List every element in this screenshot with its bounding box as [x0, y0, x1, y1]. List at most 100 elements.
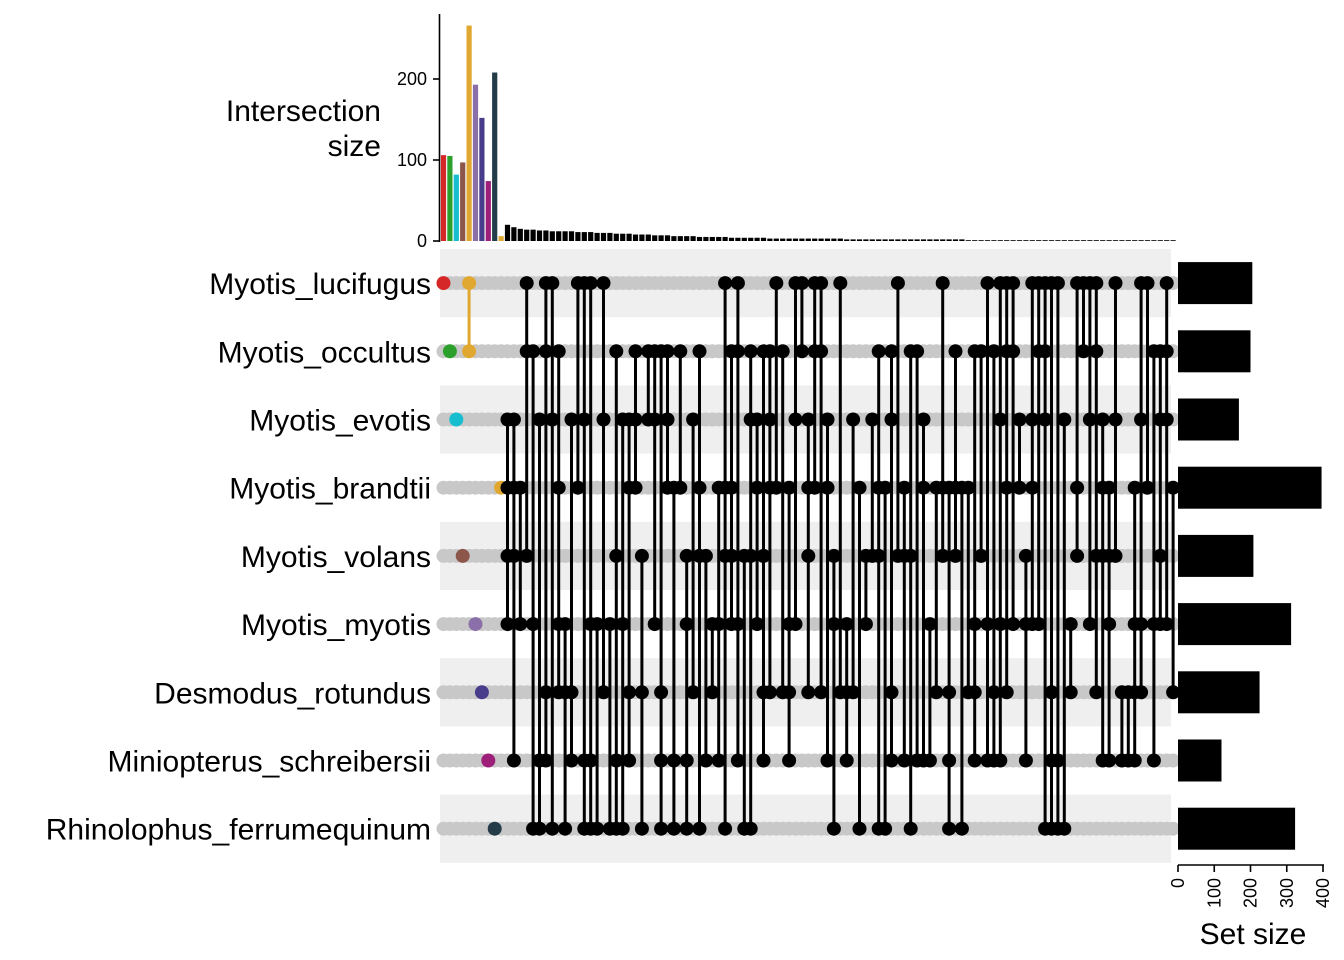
matrix-dot-active [570, 480, 585, 495]
set-size-bar [1178, 671, 1260, 714]
matrix-dot-active [718, 821, 733, 836]
intersection-bar [972, 240, 978, 241]
intersection-bar [1023, 240, 1029, 241]
matrix-dot-active [814, 276, 829, 291]
matrix-dot-active [730, 753, 745, 768]
matrix-dot-active [506, 548, 521, 563]
matrix-dot-active [999, 685, 1014, 700]
intersection-bar [888, 239, 895, 241]
intersection-bar [536, 230, 543, 241]
intersection-bar [492, 72, 498, 242]
matrix-dot-active [794, 276, 809, 291]
matrix-dot-active [762, 344, 777, 359]
matrix-dot-active [974, 344, 989, 359]
matrix-dot-active [954, 821, 969, 836]
matrix-dot-active [519, 276, 534, 291]
intersection-bar [511, 227, 517, 241]
intersection-bar [786, 238, 792, 241]
intersection-bar [965, 240, 971, 241]
matrix-dot-active [801, 685, 816, 700]
matrix-dot-active [1089, 344, 1104, 359]
matrix-dot-active [1166, 480, 1181, 495]
matrix-dot-active [730, 344, 745, 359]
matrix-dot-active [878, 821, 893, 836]
matrix-dot-active [718, 276, 733, 291]
matrix-dot-active [993, 617, 1008, 632]
matrix-dot-active [743, 344, 758, 359]
matrix-dot-active [628, 412, 643, 427]
set-size-x-tick-label: 200 [1241, 878, 1261, 908]
intersection-y-tick-label: 0 [417, 231, 427, 251]
matrix-dot-active [826, 617, 841, 632]
matrix-dot-active [506, 412, 521, 427]
matrix-dot-active [980, 617, 995, 632]
matrix-dot-active [801, 548, 816, 563]
matrix-dot-active [500, 617, 515, 632]
matrix-dot-active [1050, 753, 1065, 768]
matrix-dot-active [532, 821, 547, 836]
intersection-bar [549, 231, 555, 241]
intersection-bar [1087, 240, 1093, 241]
matrix-dot-active [622, 753, 637, 768]
intersection-bar [639, 234, 645, 241]
intersection-bar [1138, 240, 1144, 241]
matrix-dot-active [455, 548, 470, 563]
matrix-dot-active [564, 412, 579, 427]
intersection-bar [767, 238, 773, 241]
matrix-dot-active [673, 344, 688, 359]
set-size-bar [1178, 603, 1292, 646]
intersection-bar [1029, 240, 1035, 241]
matrix-dot-active [666, 821, 681, 836]
matrix-dot-active [660, 412, 675, 427]
intersection-bar [658, 235, 664, 241]
intersection-bar [1016, 240, 1023, 241]
matrix-dot-active [538, 344, 553, 359]
set-size-x-tick-label: 300 [1277, 878, 1297, 908]
matrix-dot-active [609, 548, 624, 563]
matrix-dot-active [692, 821, 707, 836]
matrix-dot-active [910, 344, 925, 359]
matrix-dot-active [1006, 617, 1021, 632]
intersection-bar [664, 235, 671, 241]
matrix-dot-active [686, 685, 701, 700]
intersection-bar [1093, 240, 1099, 241]
intersection-axis-title: size [328, 130, 381, 163]
matrix-dot-active [679, 617, 694, 632]
intersection-bar [805, 238, 811, 241]
matrix-dot-active [878, 480, 893, 495]
matrix-dot-active [782, 685, 797, 700]
matrix-dot-active [526, 617, 541, 632]
matrix-dot-active [986, 344, 1001, 359]
matrix-dot-active [865, 412, 880, 427]
intersection-bar [991, 240, 997, 241]
intersection-bar [760, 237, 767, 241]
intersection-bar [620, 233, 626, 241]
intersection-bar [773, 238, 779, 241]
matrix-dot-active [615, 617, 630, 632]
matrix-dot-active [487, 821, 502, 836]
matrix-dot-active [545, 276, 560, 291]
intersection-bar [933, 239, 939, 241]
intersection-bar [940, 239, 946, 241]
set-size-x-tick-label: 100 [1204, 878, 1224, 908]
intersection-bar [479, 117, 485, 241]
intersection-bar [600, 232, 607, 241]
matrix-dot-active [942, 753, 957, 768]
matrix-dot-active [654, 753, 669, 768]
intersection-bar [1125, 240, 1131, 241]
matrix-dot-active [526, 344, 541, 359]
set-size-bar [1178, 330, 1251, 373]
intersection-bar [1144, 240, 1151, 241]
matrix-dot-active [730, 617, 745, 632]
intersection-bar [1157, 240, 1163, 241]
matrix-dot-active [814, 685, 829, 700]
matrix-dot-active [807, 480, 822, 495]
matrix-dot-active [609, 753, 624, 768]
set-label: Myotis_evotis [249, 405, 431, 438]
matrix-dot-active [820, 753, 835, 768]
matrix-dot-active [666, 753, 681, 768]
matrix-dot-active [1140, 480, 1155, 495]
intersection-bar [440, 155, 447, 241]
matrix-dot-active [1134, 685, 1149, 700]
intersection-bar [460, 162, 466, 241]
